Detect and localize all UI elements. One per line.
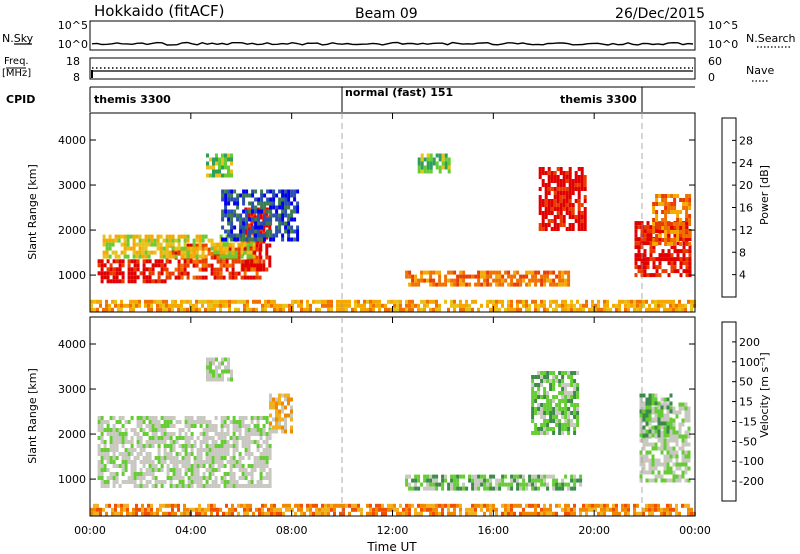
nsky-tick-bottom: 10^0 (58, 38, 88, 51)
velocity-region (531, 371, 580, 435)
beam-title: Beam 09 (355, 6, 418, 22)
time-tick-label: 00:00 (679, 524, 711, 537)
power-colorbar-tick: 12 (739, 224, 753, 237)
velocity-colorbar-label: Velocity [m s⁻¹] (758, 352, 771, 437)
freq-unit: [MHz] (2, 68, 31, 79)
cpid-label: CPID (6, 93, 35, 106)
power-panel: 4000 3000 2000 1000 Slant Range [km] 28 24 20… (26, 112, 771, 313)
power-colorbar-tick: 24 (739, 157, 753, 170)
velocity-region (639, 393, 673, 438)
mode-label-1: themis 3300 (94, 93, 171, 106)
power-region (405, 270, 571, 287)
nsky-label: N.Sky (2, 32, 34, 45)
velocity-region (405, 474, 583, 491)
power-region (97, 259, 167, 284)
time-tick-label: 00:00 (74, 524, 106, 537)
power-ytick-label: 1000 (58, 269, 86, 282)
nsearch-tick-top: 10^5 (708, 19, 738, 32)
power-colorbar-tick: 28 (739, 134, 753, 147)
velocity-colorbar-tick: -200 (739, 475, 764, 488)
cpid-panel: CPID themis 3300 normal (fast) 151 themi… (6, 86, 695, 112)
velocity-ylabel: Slant Range [km] (26, 368, 39, 464)
nave-tick-top: 60 (708, 55, 722, 68)
velocity-ytick-label: 4000 (58, 338, 86, 351)
velocity-colorbar-tick: -100 (739, 455, 764, 468)
velocity-region (206, 357, 233, 382)
power-region (417, 153, 451, 174)
time-tick-label: 04:00 (175, 524, 207, 537)
freq-label: Freq. (4, 56, 29, 67)
nave-tick-bottom: 0 (708, 71, 715, 84)
velocity-colorbar-tick: 50 (739, 376, 753, 389)
velocity-heatmap (90, 357, 696, 516)
time-tick-label: 16:00 (477, 524, 509, 537)
station-title: Hokkaido (fitACF) (94, 2, 225, 20)
velocity-region (97, 416, 272, 488)
velocity-region (90, 503, 696, 516)
nsky-panel: N.Sky 10^5 10^0 10^5 10^0 N.Search (2, 19, 796, 51)
power-region (652, 194, 692, 246)
power-colorbar: 28 24 20 16 12 8 4 (721, 117, 753, 298)
power-region (206, 153, 233, 178)
nsky-trace (91, 41, 694, 46)
power-ylabel: Slant Range [km] (26, 164, 39, 260)
velocity-colorbar: 200 100 50 15 -15 -50 -100 -200 (721, 321, 764, 502)
power-colorbar-tick: 4 (739, 269, 746, 282)
freq-panel: Freq. [MHz] 18 8 60 0 Nave (2, 55, 774, 84)
power-region (90, 299, 696, 312)
velocity-colorbar-tick: 100 (739, 356, 760, 369)
velocity-ytick-label: 1000 (58, 473, 86, 486)
power-heatmap (90, 153, 696, 312)
nsky-tick-top: 10^5 (58, 19, 88, 32)
freq-tick-bottom: 8 (73, 71, 80, 84)
power-region (538, 167, 587, 231)
date-title: 26/Dec/2015 (615, 6, 705, 22)
power-region (102, 234, 256, 259)
time-tick-label: 12:00 (377, 524, 409, 537)
mode-label-3: themis 3300 (560, 93, 637, 106)
power-colorbar-tick: 20 (739, 179, 753, 192)
freq-tick-top: 18 (66, 55, 80, 68)
mode-label-2: normal (fast) 151 (345, 86, 453, 99)
power-colorbar-tick: 8 (739, 246, 746, 259)
velocity-ytick-label: 2000 (58, 428, 86, 441)
power-ytick-label: 3000 (58, 179, 86, 192)
power-region (221, 189, 300, 242)
power-ytick-label: 2000 (58, 224, 86, 237)
time-tick-label: 08:00 (276, 524, 308, 537)
nsearch-tick-bottom: 10^0 (708, 38, 738, 51)
time-tick-label: 20:00 (578, 524, 610, 537)
power-ytick-label: 4000 (58, 134, 86, 147)
velocity-colorbar-tick: -50 (739, 435, 757, 448)
nave-label: Nave (746, 64, 774, 77)
velocity-colorbar-tick: 200 (739, 336, 760, 349)
time-axis-label: Time UT (366, 540, 417, 554)
power-colorbar-label: Power [dB] (758, 165, 771, 225)
power-colorbar-tick: 16 (739, 202, 753, 215)
velocity-colorbar-tick: -15 (739, 415, 757, 428)
nsearch-label: N.Search (746, 32, 796, 45)
velocity-panel: 4000 3000 2000 1000 00:00 04:00 08:00 12:00 16:… (26, 113, 771, 554)
velocity-colorbar-tick: 15 (739, 396, 753, 409)
velocity-ytick-label: 3000 (58, 383, 86, 396)
velocity-region (269, 393, 293, 434)
